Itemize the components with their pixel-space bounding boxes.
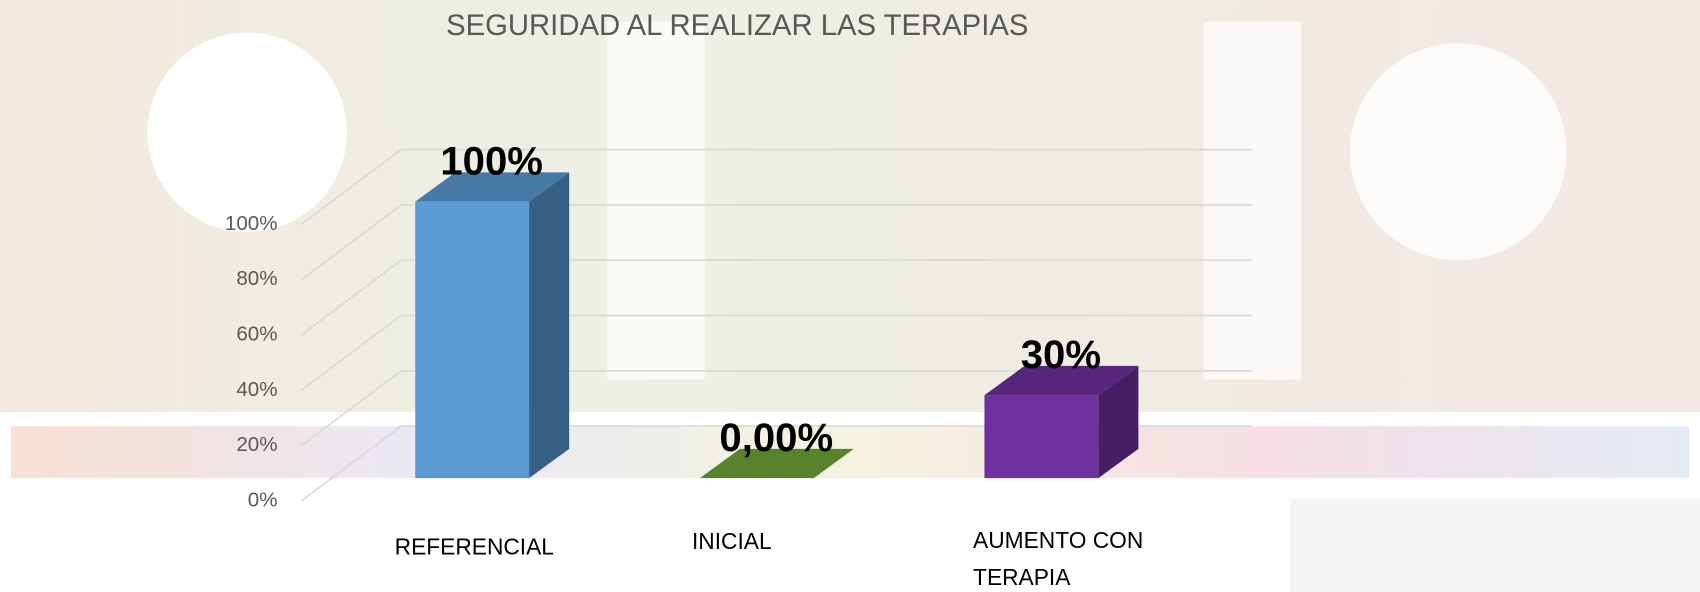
x-tick-label: REFERENCIAL <box>395 534 554 560</box>
y-tick-label: 60% <box>236 322 277 345</box>
chart-title: SEGURIDAD AL REALIZAR LAS TERAPIAS <box>446 10 1028 42</box>
y-tick-label: 0% <box>248 488 278 511</box>
grid-line <box>300 314 1253 391</box>
bar-top <box>984 365 1139 396</box>
bar-side <box>1098 365 1139 479</box>
y-tick-label: 80% <box>236 267 277 290</box>
grid-line <box>300 369 1253 447</box>
y-tick-label: 100% <box>225 212 278 235</box>
bar-front <box>415 201 530 479</box>
x-tick-label: INICIAL <box>692 528 772 554</box>
bar-top <box>415 172 570 202</box>
y-tick-label: 40% <box>236 378 277 401</box>
value-label: 100% <box>440 139 543 183</box>
value-label: 0,00% <box>719 416 833 460</box>
bar-side <box>529 172 570 479</box>
grid-line <box>300 259 1253 336</box>
bar <box>415 172 570 479</box>
y-tick-label: 20% <box>236 433 277 456</box>
bar-top <box>699 448 854 479</box>
value-label: 30% <box>1021 333 1101 377</box>
grid-line <box>300 148 1253 226</box>
bar <box>984 365 1139 479</box>
grid-line <box>300 425 1253 502</box>
bar-front <box>984 395 1099 479</box>
x-tick-label: AUMENTO CON TERAPIA <box>973 527 1150 590</box>
grid-line <box>300 204 1253 281</box>
bar <box>699 448 854 479</box>
